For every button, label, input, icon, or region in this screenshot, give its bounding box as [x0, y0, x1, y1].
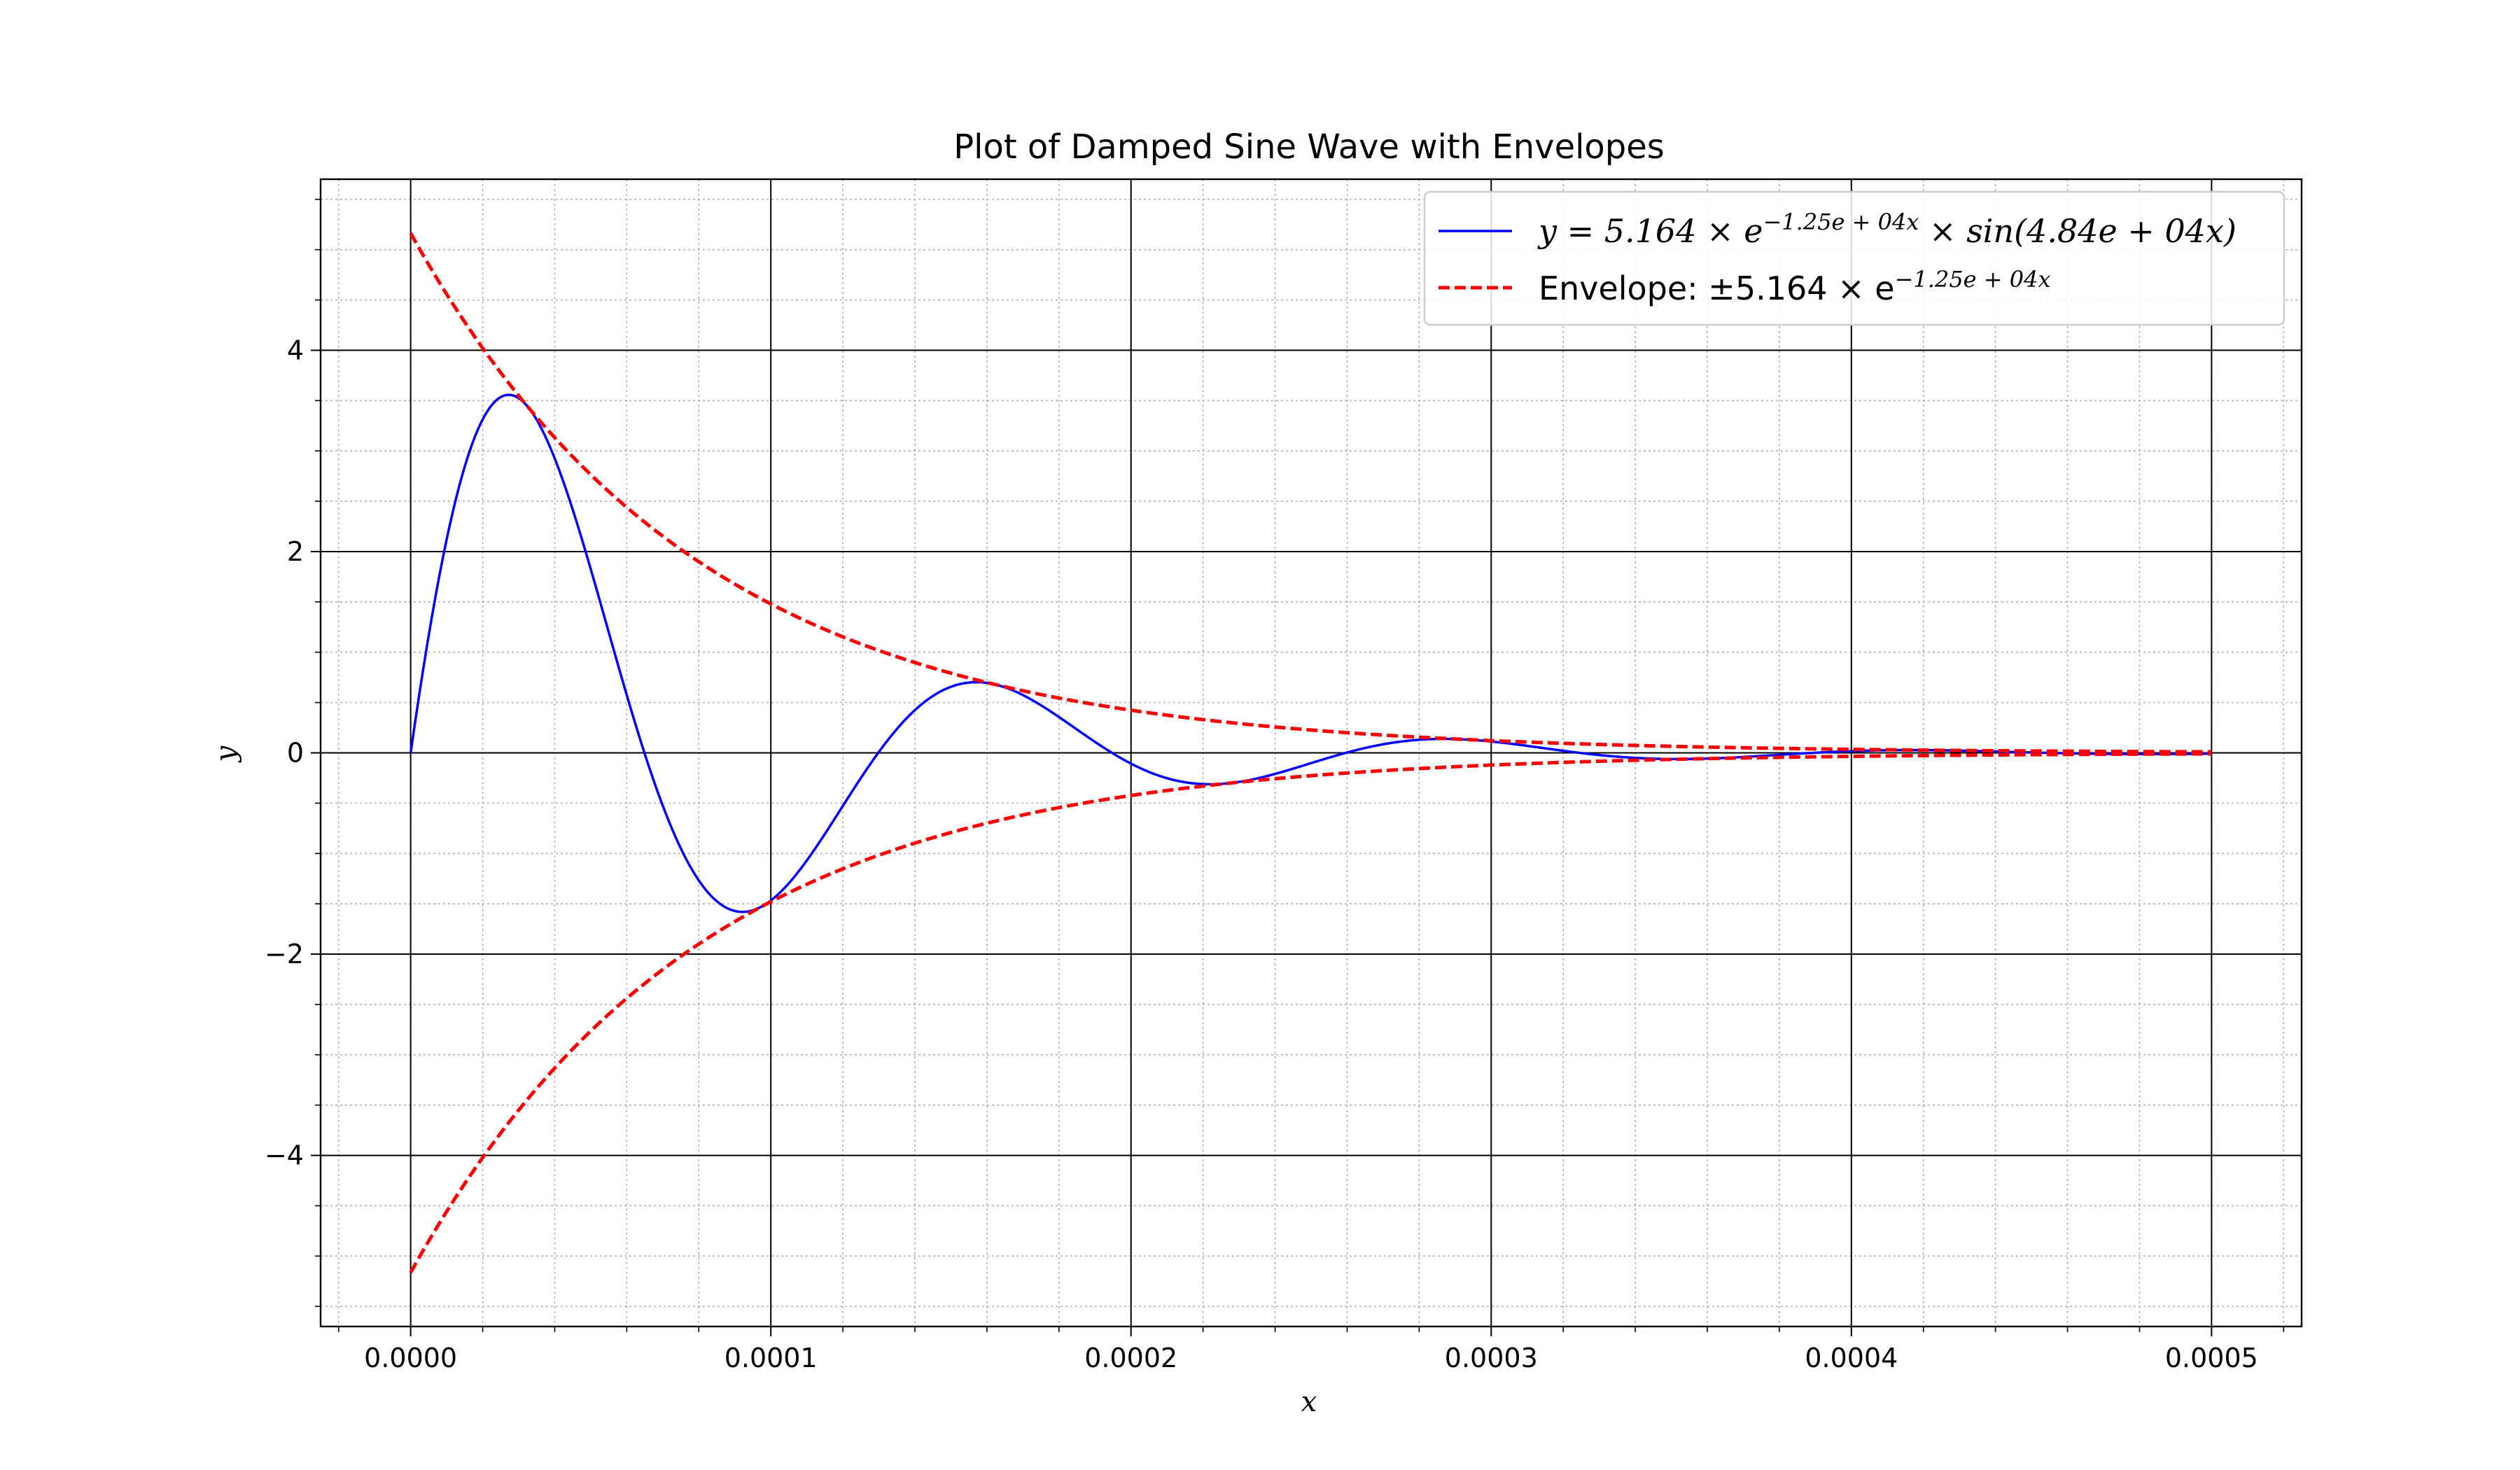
legend-damped-sine-main: y = 5.164 × e [1537, 212, 1763, 250]
y-tick-label: 2 [287, 536, 304, 567]
x-tick-label: 0.0004 [1805, 1343, 1898, 1373]
series-line-lower-envelope [409, 752, 2212, 1274]
x-axis-label: x [1301, 1386, 1317, 1418]
y-tick-label: −2 [265, 939, 304, 969]
y-tick-label: 4 [287, 335, 304, 365]
major-grid [321, 179, 2302, 1326]
tick-layer: 0.0000 0.0001 0.0002 0.0003 0.0004 0.0005 −4 −2… [265, 198, 2285, 1373]
x-tick-label: 0.0003 [1445, 1343, 1538, 1373]
legend-envelope-main: Envelope: ±5.164 × e [1539, 270, 1895, 307]
legend-box [1423, 190, 2286, 326]
x-tick-label: 0.0001 [724, 1343, 818, 1373]
x-tick-label: 0.0005 [2165, 1343, 2258, 1373]
legend-envelope-exponent: −1.25e + 04x [1895, 266, 2051, 293]
series-layer [409, 232, 2212, 1274]
y-tick-label: 0 [287, 738, 304, 769]
series-line-upper-envelope [409, 232, 2212, 754]
x-tick-label: 0.0002 [1084, 1343, 1177, 1373]
legend-entry-damped-sine: y = 5.164 × e−1.25e + 04x × sin(4.84e + … [1537, 209, 2236, 250]
legend-damped-sine-rest: × sin(4.84e + 04x) [1919, 212, 2236, 250]
y-axis-label: y [210, 745, 242, 763]
legend-entry-envelope: Envelope: ±5.164 × e−1.25e + 04x [1539, 266, 2051, 307]
chart-title: Plot of Damped Sine Wave with Envelopes [953, 127, 1665, 167]
legend-damped-sine-exponent: −1.25e + 04x [1763, 209, 1919, 235]
legend: y = 5.164 × e−1.25e + 04x × sin(4.84e + … [1423, 190, 2286, 326]
x-tick-label: 0.0000 [364, 1343, 457, 1373]
y-tick-label: −4 [265, 1140, 304, 1171]
